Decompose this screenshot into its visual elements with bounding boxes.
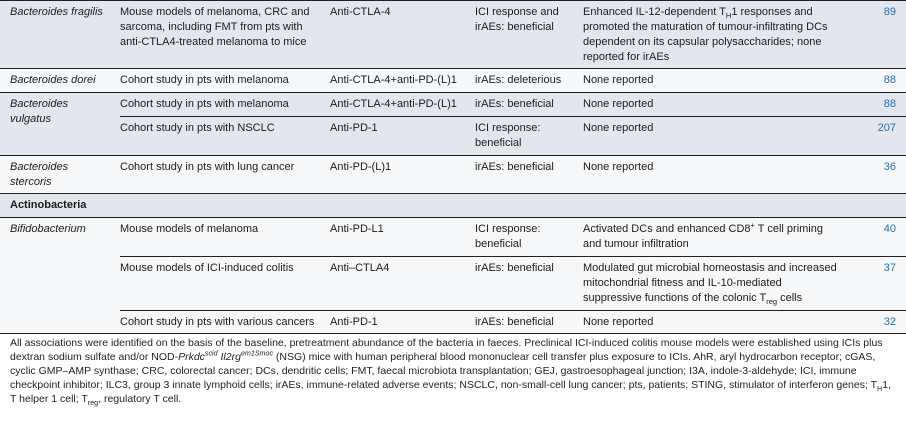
study-cell: Mouse models of ICI-induced colitis (120, 255, 330, 310)
species-name: Bacteroides stercoris (10, 160, 69, 188)
study-cell: Mouse models of melanoma, CRC and sarcom… (120, 6, 310, 48)
treatment-cell: Anti-CTLA-4 (330, 6, 391, 18)
reference-link[interactable]: 37 (850, 255, 906, 310)
outcome-cell: irAEs: beneficial (475, 309, 583, 334)
study-cell: Cohort study in pts with NSCLC (120, 116, 330, 155)
study-cell: Cohort study in pts with lung cancer (120, 160, 295, 173)
outcome-cell: irAEs: deleterious (475, 74, 562, 87)
treatment-cell: Anti-CTLA-4+anti-PD-(L)1 (330, 98, 457, 111)
effects-cell: Activated DCs and enhanced CD8+ T cell p… (583, 220, 823, 251)
effects-cell: Modulated gut microbial homeostasis and … (583, 255, 850, 310)
species-name: Bacteroides dorei (10, 74, 96, 87)
reference-link[interactable]: 32 (850, 309, 906, 334)
outcome-cell: irAEs: beneficial (475, 98, 554, 111)
reference-link[interactable]: 88 (883, 98, 896, 111)
species-name: Bacteroides fragilis (10, 6, 103, 18)
reference-link[interactable]: 88 (883, 74, 896, 87)
treatment-cell: Anti-PD-1 (330, 309, 475, 334)
effects-cell: None reported (583, 116, 850, 155)
section-header-label: Actinobacteria (10, 199, 87, 212)
treatment-cell: Anti-CTLA-4+anti-PD-(L)1 (330, 74, 457, 87)
effects-cell: Enhanced IL-12-dependent TH1 responses a… (583, 6, 828, 63)
treatment-cell: Anti-PD-1 (330, 116, 475, 155)
reference-link[interactable]: 89 (883, 6, 896, 18)
outcome-cell: ICI response: beneficial (475, 223, 541, 251)
reference-link[interactable]: 40 (883, 223, 896, 236)
table-footnote: All associations were identified on the … (0, 333, 906, 411)
table-group-bacteroides-vulgatus: Bacteroides vulgatus Cohort study in pts… (0, 92, 906, 155)
study-cell: Mouse models of melanoma (120, 223, 259, 236)
effects-cell: None reported (583, 74, 654, 87)
effects-cell: None reported (583, 98, 654, 111)
reference-link[interactable]: 36 (883, 160, 896, 173)
treatment-cell: Anti-PD-L1 (330, 223, 384, 236)
outcome-cell: irAEs: beneficial (475, 255, 583, 310)
table-group-bifidobacterium: Bifidobacterium Mouse models of melanoma… (0, 217, 906, 334)
effects-cell: None reported (583, 309, 850, 334)
study-cell: Cohort study in pts with melanoma (120, 98, 289, 111)
treatment-cell: Anti–CTLA4 (330, 255, 475, 310)
outcome-cell: ICI response and irAEs: beneficial (475, 6, 559, 33)
table-group-bacteroides-stercoris: Bacteroides stercoris Cohort study in pt… (0, 154, 906, 194)
section-header-actinobacteria: Actinobacteria (0, 193, 906, 218)
reference-link[interactable]: 207 (850, 116, 906, 155)
table-group-bacteroides-dorei: Bacteroides dorei Cohort study in pts wi… (0, 68, 906, 93)
study-cell: Cohort study in pts with various cancers (120, 309, 330, 334)
effects-cell: None reported (583, 160, 654, 173)
study-cell: Cohort study in pts with melanoma (120, 74, 289, 87)
bacteria-ici-association-table: Bacteroides fragilis Mouse models of mel… (0, 0, 906, 334)
outcome-cell: ICI response: beneficial (475, 116, 583, 155)
table-group-bacteroides-fragilis: Bacteroides fragilis Mouse models of mel… (0, 1, 906, 69)
outcome-cell: irAEs: beneficial (475, 160, 554, 173)
species-name: Bacteroides vulgatus (10, 98, 69, 126)
species-name: Bifidobacterium (10, 223, 86, 236)
treatment-cell: Anti-PD-(L)1 (330, 160, 392, 173)
